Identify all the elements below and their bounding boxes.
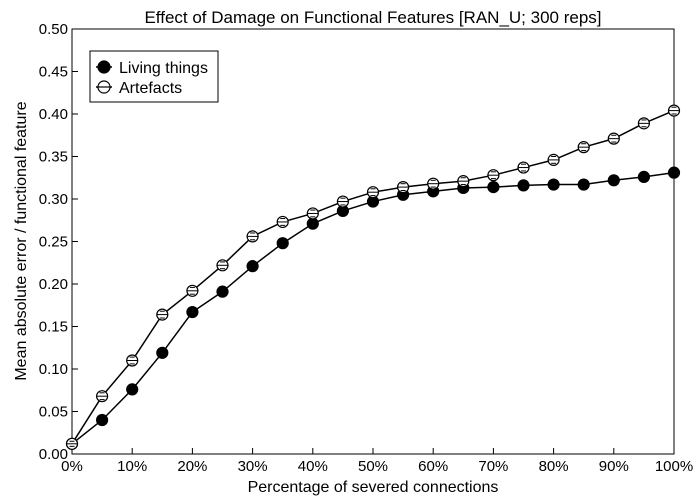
- data-point: [607, 132, 620, 145]
- y-axis-label: Mean absolute error / functional feature: [13, 101, 30, 380]
- data-point: [216, 285, 229, 298]
- data-point: [667, 104, 681, 117]
- y-tick-label: 0.25: [39, 234, 68, 251]
- data-point: [397, 181, 410, 194]
- data-point: [95, 413, 109, 427]
- x-tick-label: 10%: [117, 458, 147, 475]
- series-line-living-things: [71, 171, 675, 445]
- x-tick-label: 100%: [655, 458, 693, 475]
- series-layer: [65, 104, 681, 450]
- legend-marker-living-things: [97, 60, 111, 74]
- data-point: [607, 174, 620, 187]
- data-point: [276, 215, 289, 229]
- marker-filled: [126, 383, 139, 396]
- data-point: [126, 383, 139, 396]
- x-tick-label: 20%: [177, 458, 207, 475]
- y-tick-label: 0.45: [39, 64, 68, 81]
- marker-filled: [547, 178, 560, 191]
- data-point: [95, 390, 109, 403]
- data-point: [517, 161, 530, 174]
- marker-filled: [306, 217, 319, 230]
- x-tick-label: 30%: [238, 458, 268, 475]
- marker-filled: [607, 174, 620, 187]
- marker-filled: [186, 305, 199, 319]
- data-point: [637, 117, 651, 130]
- data-point: [487, 181, 500, 194]
- data-point: [306, 207, 319, 220]
- data-point: [487, 169, 500, 182]
- marker-filled: [246, 260, 259, 273]
- data-point: [246, 230, 259, 243]
- marker-filled: [487, 181, 500, 194]
- y-tick-label: 0.05: [39, 404, 68, 421]
- legend-label-artefacts: Artefacts: [119, 80, 182, 97]
- data-point: [186, 305, 199, 319]
- y-tick-label: 0.50: [39, 21, 68, 38]
- x-tick-label: 80%: [539, 458, 569, 475]
- legend: Living things Artefacts: [89, 50, 219, 103]
- data-point: [336, 195, 349, 208]
- data-point: [126, 354, 139, 367]
- data-point: [427, 177, 440, 190]
- marker-filled: [667, 166, 681, 179]
- data-point: [517, 179, 530, 192]
- x-tick-label: 40%: [298, 458, 328, 475]
- marker-filled: [577, 178, 590, 191]
- legend-label-living-things: Living things: [119, 60, 208, 77]
- marker-filled: [637, 170, 651, 183]
- y-tick-label: 0.00: [39, 446, 68, 463]
- marker-filled: [517, 179, 530, 192]
- data-point: [667, 166, 681, 179]
- data-point: [547, 153, 560, 166]
- data-point: [246, 260, 259, 273]
- x-tick-label: 60%: [418, 458, 448, 475]
- marker-filled: [276, 237, 289, 250]
- y-tick-label: 0.15: [39, 319, 68, 336]
- y-tick-label: 0.10: [39, 361, 68, 378]
- series-artefacts: [65, 104, 681, 450]
- data-point: [366, 195, 380, 208]
- y-tick-label: 0.30: [39, 191, 68, 208]
- series-line-artefacts: [71, 109, 675, 445]
- marker-filled: [95, 413, 109, 427]
- series-living-things: [65, 166, 681, 450]
- data-point: [577, 141, 590, 154]
- data-point: [216, 259, 229, 272]
- chart-title: Effect of Damage on Functional Features …: [144, 8, 601, 27]
- data-point: [156, 346, 169, 359]
- y-tick-label: 0.20: [39, 276, 68, 293]
- data-point: [547, 178, 560, 191]
- y-tick-label: 0.35: [39, 149, 68, 166]
- x-tick-label: 0%: [61, 458, 83, 475]
- data-point: [306, 217, 319, 230]
- legend-box: [89, 50, 219, 103]
- x-axis-label: Percentage of severed connections: [248, 479, 499, 496]
- x-tick-label: 70%: [478, 458, 508, 475]
- y-tick-label: 0.40: [39, 106, 68, 123]
- data-point: [276, 237, 289, 250]
- data-point: [577, 178, 590, 191]
- data-point: [637, 170, 651, 183]
- x-tick-label: 50%: [358, 458, 388, 475]
- y-axis: 0.00 0.05 0.10 0.15 0.20 0.25 0.30 0.35 0.40 0.45…: [39, 21, 78, 463]
- data-point: [366, 186, 380, 199]
- data-point: [186, 284, 199, 297]
- marker-filled: [216, 285, 229, 298]
- x-axis: 0% 10% 20% 30% 40% 50% 60% 70% 80% 90% 100%: [61, 448, 693, 475]
- x-tick-label: 90%: [599, 458, 629, 475]
- marker-filled: [156, 346, 169, 359]
- data-point: [457, 175, 470, 188]
- data-point: [156, 308, 169, 321]
- data-point: [65, 437, 79, 450]
